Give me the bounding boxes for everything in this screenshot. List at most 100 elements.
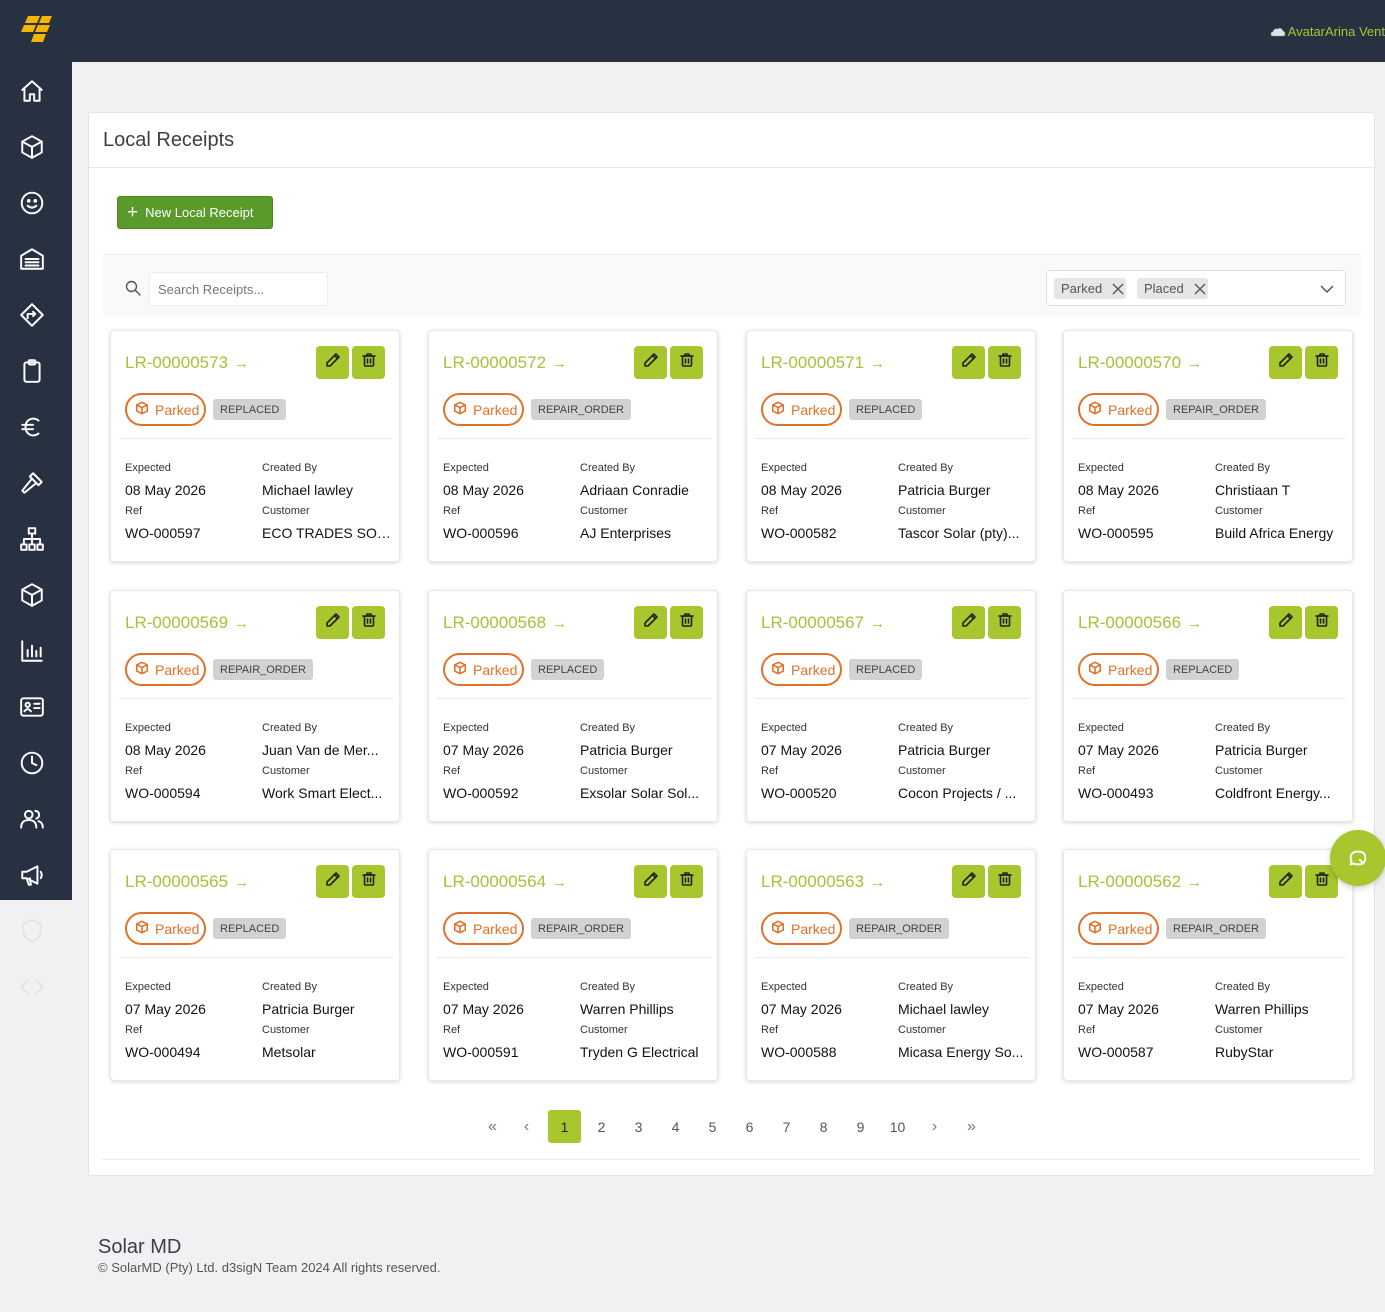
page-number-button[interactable]: 10 — [889, 1118, 906, 1135]
edit-button[interactable] — [1269, 865, 1302, 898]
delete-button[interactable] — [670, 606, 703, 639]
arrow-right-icon: → — [552, 354, 568, 372]
page-number-button[interactable]: 7 — [782, 1118, 791, 1135]
id-card-icon[interactable] — [18, 693, 46, 721]
edit-button[interactable] — [634, 606, 667, 639]
edit-button[interactable] — [952, 606, 985, 639]
chip-label: Parked — [1061, 281, 1103, 296]
chevron-down-icon[interactable] — [1319, 281, 1335, 297]
megaphone-icon[interactable] — [18, 861, 46, 889]
delete-button[interactable] — [1305, 606, 1338, 639]
page-number-button[interactable]: 5 — [708, 1118, 717, 1135]
expected-value: 08 May 2026 — [125, 482, 206, 498]
code-icon[interactable] — [18, 973, 46, 1001]
pencil-icon — [325, 871, 341, 892]
receipt-card[interactable]: LR-00000572 → Parked REPAIR_ORDER Expected Cr… — [428, 330, 718, 562]
receipt-id-link[interactable]: LR-00000571 → — [761, 353, 885, 373]
delete-button[interactable] — [988, 865, 1021, 898]
edit-button[interactable] — [634, 865, 667, 898]
receipt-card[interactable]: LR-00000569 → Parked REPAIR_ORDER Expected Cr… — [110, 590, 400, 822]
receipt-id-link[interactable]: LR-00000572 → — [443, 353, 567, 373]
smiley-icon[interactable] — [18, 189, 46, 217]
ref-value: WO-000596 — [443, 525, 519, 541]
receipt-card[interactable]: LR-00000573 → Parked REPLACED Expected Create… — [110, 330, 400, 562]
status-label: Parked — [473, 920, 518, 937]
solar-md-logo-icon[interactable] — [20, 14, 54, 46]
receipt-id-link[interactable]: LR-00000568 → — [443, 613, 567, 633]
ref-label: Ref — [1078, 1024, 1096, 1036]
last-page-button[interactable]: » — [967, 1117, 976, 1135]
receipt-id-link[interactable]: LR-00000563 → — [761, 872, 885, 892]
page-number-button[interactable]: 2 — [597, 1118, 606, 1135]
close-icon[interactable] — [1192, 281, 1208, 297]
expected-label: Expected — [443, 462, 489, 474]
next-page-button[interactable]: › — [931, 1117, 938, 1135]
edit-button[interactable] — [952, 865, 985, 898]
receipt-card[interactable]: LR-00000563 → Parked REPAIR_ORDER Expected Cr… — [746, 849, 1036, 1081]
first-page-button[interactable]: « — [488, 1117, 497, 1135]
delete-button[interactable] — [352, 606, 385, 639]
receipt-id-link[interactable]: LR-00000565 → — [125, 872, 249, 892]
edit-button[interactable] — [316, 606, 349, 639]
receipt-card[interactable]: LR-00000570 → Parked REPAIR_ORDER Expected Cr… — [1063, 330, 1353, 562]
edit-button[interactable] — [1269, 346, 1302, 379]
hierarchy-icon[interactable] — [18, 525, 46, 553]
search-input[interactable] — [149, 272, 328, 306]
euro-icon[interactable] — [18, 413, 46, 441]
created-by-label: Created By — [898, 981, 954, 993]
bar-chart-icon[interactable] — [18, 637, 46, 665]
clipboard-icon[interactable] — [18, 357, 46, 385]
page-number-button[interactable]: 3 — [634, 1118, 643, 1135]
receipt-id-link[interactable]: LR-00000562 → — [1078, 872, 1202, 892]
home-icon[interactable] — [18, 77, 46, 105]
new-local-receipt-button[interactable]: + New Local Receipt — [117, 196, 273, 229]
receipt-card[interactable]: LR-00000562 → Parked REPAIR_ORDER Expected Cr… — [1063, 849, 1353, 1081]
close-icon[interactable] — [1110, 281, 1126, 297]
receipt-id-link[interactable]: LR-00000570 → — [1078, 353, 1202, 373]
prev-page-button[interactable]: ‹ — [523, 1117, 530, 1135]
edit-button[interactable] — [634, 346, 667, 379]
hammer-icon[interactable] — [18, 469, 46, 497]
box-icon[interactable] — [18, 133, 46, 161]
receipt-id-link[interactable]: LR-00000564 → — [443, 872, 567, 892]
page-number-button[interactable]: 1 — [548, 1110, 581, 1143]
page-number-button[interactable]: 8 — [819, 1118, 828, 1135]
user-menu[interactable]: AvatarArina Vent — [1270, 24, 1385, 39]
user-name: AvatarArina Vent — [1287, 24, 1385, 39]
receipt-id-link[interactable]: LR-00000566 → — [1078, 613, 1202, 633]
page-number-button[interactable]: 4 — [671, 1118, 680, 1135]
expected-label: Expected — [125, 722, 171, 734]
edit-button[interactable] — [316, 865, 349, 898]
receipt-card[interactable]: LR-00000567 → Parked REPLACED Expected Create… — [746, 590, 1036, 822]
chat-button[interactable] — [1330, 830, 1385, 886]
edit-button[interactable] — [1269, 606, 1302, 639]
shield-icon[interactable] — [18, 917, 46, 945]
delete-button[interactable] — [988, 606, 1021, 639]
page-number-button[interactable]: 9 — [856, 1118, 865, 1135]
customer-label: Customer — [898, 505, 946, 517]
delete-button[interactable] — [352, 865, 385, 898]
receipt-id-link[interactable]: LR-00000567 → — [761, 613, 885, 633]
created-by-value: Juan Van de Mer... — [262, 742, 379, 758]
page-number-button[interactable]: 6 — [745, 1118, 754, 1135]
clock-icon[interactable] — [18, 749, 46, 777]
delete-button[interactable] — [352, 346, 385, 379]
delete-button[interactable] — [670, 346, 703, 379]
delete-button[interactable] — [1305, 346, 1338, 379]
edit-button[interactable] — [316, 346, 349, 379]
route-icon[interactable] — [18, 301, 46, 329]
status-multiselect[interactable]: Parked Placed — [1046, 270, 1346, 306]
receipt-card[interactable]: LR-00000566 → Parked REPLACED Expected Create… — [1063, 590, 1353, 822]
receipt-card[interactable]: LR-00000565 → Parked REPLACED Expected Create… — [110, 849, 400, 1081]
edit-button[interactable] — [952, 346, 985, 379]
package-icon[interactable] — [18, 581, 46, 609]
receipt-card[interactable]: LR-00000568 → Parked REPLACED Expected Create… — [428, 590, 718, 822]
receipt-id-link[interactable]: LR-00000573 → — [125, 353, 249, 373]
delete-button[interactable] — [670, 865, 703, 898]
receipt-card[interactable]: LR-00000571 → Parked REPLACED Expected Create… — [746, 330, 1036, 562]
receipt-id-link[interactable]: LR-00000569 → — [125, 613, 249, 633]
warehouse-icon[interactable] — [18, 245, 46, 273]
delete-button[interactable] — [988, 346, 1021, 379]
users-icon[interactable] — [18, 805, 46, 833]
receipt-card[interactable]: LR-00000564 → Parked REPAIR_ORDER Expected Cr… — [428, 849, 718, 1081]
